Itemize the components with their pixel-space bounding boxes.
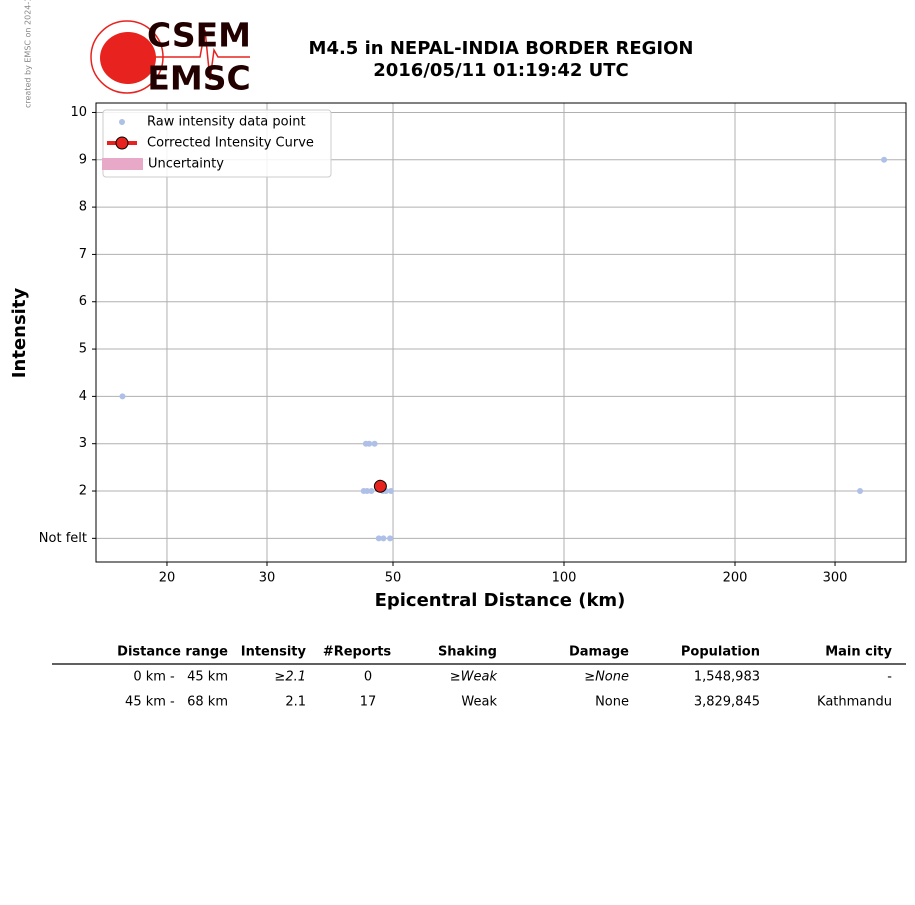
- logo: [90, 20, 250, 94]
- data-point: [380, 535, 387, 542]
- table-header: Damage: [569, 645, 629, 660]
- table-cell: 45 km - 68 km: [125, 695, 228, 710]
- data-point: [881, 156, 888, 163]
- data-point: [364, 488, 371, 495]
- table-header: Distance range: [117, 645, 228, 660]
- curve-point: [373, 479, 387, 493]
- x-tick-label: 100: [552, 571, 577, 586]
- x-tick-label: 30: [259, 571, 276, 586]
- x-axis-label: Epicentral Distance (km): [375, 590, 626, 611]
- table-cell: 2.1: [285, 695, 306, 710]
- x-tick-label: 300: [823, 571, 848, 586]
- table-cell: ≥None: [584, 670, 629, 685]
- table-cell: 0: [364, 670, 372, 685]
- logo-text: EMSC: [147, 59, 250, 98]
- plot-frame: [95, 102, 907, 563]
- data-point: [368, 488, 375, 495]
- table-cell: 1,548,983: [694, 670, 760, 685]
- x-tick-label: 20: [159, 571, 176, 586]
- table-header: Main city: [825, 645, 892, 660]
- legend-swatch: [119, 119, 125, 125]
- y-tick-label: Not felt: [39, 531, 87, 546]
- data-point: [119, 393, 126, 400]
- table-cell: None: [595, 695, 629, 710]
- chart-title: M4.5 in NEPAL-INDIA BORDER REGION: [309, 38, 694, 59]
- table-cell: 0 km - 45 km: [133, 670, 228, 685]
- table-cell: Kathmandu: [817, 695, 892, 710]
- y-tick-label: 2: [79, 484, 87, 499]
- legend-box: [102, 109, 332, 178]
- y-tick-label: 4: [79, 389, 87, 404]
- legend-swatch: [115, 136, 129, 150]
- table-cell: Weak: [461, 695, 497, 710]
- y-tick-label: 3: [79, 436, 87, 451]
- data-point: [375, 535, 382, 542]
- data-point: [388, 488, 395, 495]
- table-header: #Reports: [323, 645, 392, 660]
- y-tick-label: 5: [79, 342, 87, 357]
- logo-text: CSEM: [147, 16, 251, 55]
- data-point: [366, 440, 373, 447]
- x-tick-label: 200: [723, 571, 748, 586]
- table-cell: ≥Weak: [450, 670, 498, 685]
- legend-label: Uncertainty: [148, 157, 224, 172]
- y-axis-label: Intensity: [9, 288, 30, 379]
- data-point: [371, 440, 378, 447]
- table-header: Population: [681, 645, 760, 660]
- y-tick-label: 9: [79, 152, 87, 167]
- table-header: Intensity: [241, 645, 307, 660]
- y-tick-label: 10: [70, 105, 87, 120]
- legend-swatch: [102, 158, 143, 170]
- y-tick-label: 6: [79, 294, 87, 309]
- data-point: [857, 488, 864, 495]
- x-tick-label: 50: [385, 571, 402, 586]
- y-tick-label: 7: [79, 247, 87, 262]
- chart-subtitle: 2016/05/11 01:19:42 UTC: [373, 60, 629, 81]
- table-cell: 17: [360, 695, 377, 710]
- legend-label: Raw intensity data point: [147, 115, 306, 130]
- table-header: Shaking: [438, 645, 497, 660]
- y-tick-label: 8: [79, 200, 87, 215]
- table-cell: ≥2.1: [274, 670, 306, 685]
- data-point: [387, 535, 394, 542]
- table-cell: 3,829,845: [694, 695, 760, 710]
- legend-label: Corrected Intensity Curve: [147, 136, 314, 151]
- table-cell: -: [887, 670, 892, 685]
- watermark: created by EMSC on 2024-10-23 14:58:53 U…: [24, 0, 33, 108]
